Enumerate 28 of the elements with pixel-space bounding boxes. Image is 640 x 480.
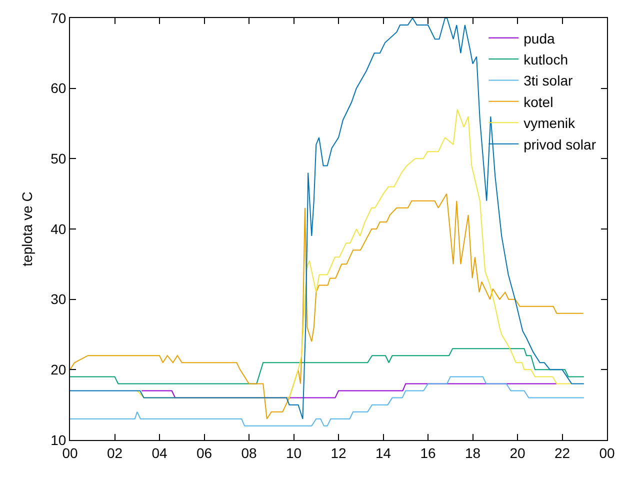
y-tick-label: 60 bbox=[50, 80, 66, 96]
y-axis-title: teplota ve C bbox=[19, 192, 36, 266]
x-tick-label: 22 bbox=[554, 444, 570, 461]
x-tick-label: 08 bbox=[241, 444, 257, 461]
y-tick-label: 20 bbox=[50, 362, 66, 378]
x-tick-label: 20 bbox=[510, 444, 526, 461]
x-tick-label: 04 bbox=[152, 444, 168, 461]
legend-label: vymenik bbox=[524, 115, 576, 132]
x-tick-label: 00 bbox=[599, 444, 615, 461]
x-tick-label: 02 bbox=[106, 444, 123, 461]
legend-label: kotel bbox=[524, 94, 554, 110]
x-tick-label: 06 bbox=[196, 444, 212, 461]
line-series bbox=[70, 376, 584, 426]
line-series bbox=[70, 348, 584, 384]
y-tick-label: 30 bbox=[50, 291, 66, 308]
y-tick-label: 50 bbox=[50, 150, 66, 167]
y-tick-label: 70 bbox=[50, 10, 66, 26]
x-tick-label: 10 bbox=[286, 444, 302, 461]
x-tick-label: 12 bbox=[330, 444, 346, 461]
y-tick-label: 40 bbox=[50, 220, 66, 237]
x-tick-label: 18 bbox=[464, 444, 481, 461]
legend-label: privod solar bbox=[524, 136, 596, 152]
x-tick-label: 14 bbox=[375, 444, 392, 461]
legend-label: kutloch bbox=[524, 51, 568, 68]
line-series bbox=[70, 193, 584, 420]
x-tick-label: 16 bbox=[420, 444, 436, 461]
legend-label: puda bbox=[524, 30, 555, 46]
legend-label: 3ti solar bbox=[524, 72, 573, 89]
